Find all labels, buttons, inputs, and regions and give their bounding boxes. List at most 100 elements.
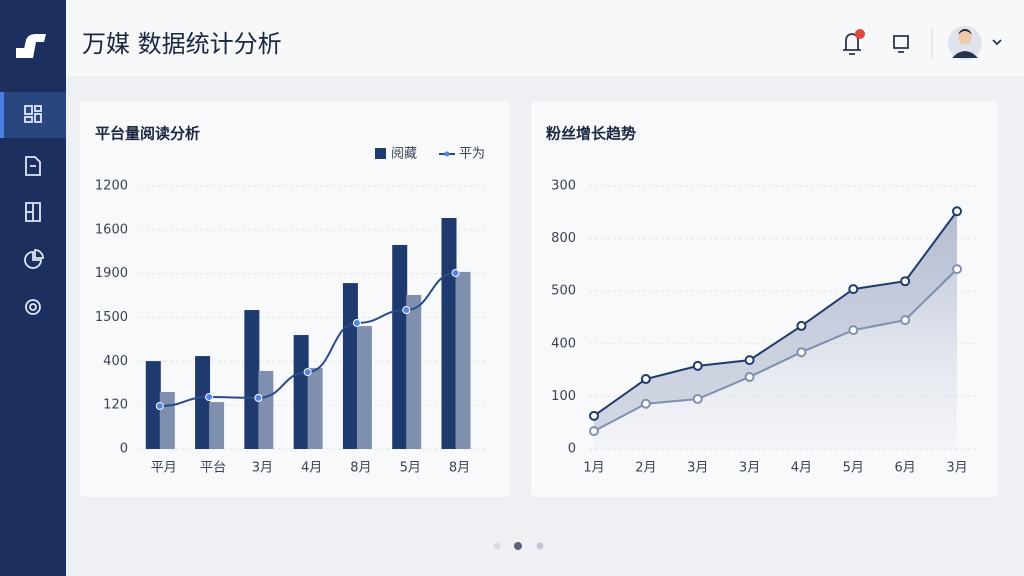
x-tick-label: 平台 [200,461,226,476]
bar [392,244,408,449]
x-tick-label: 3月 [946,461,967,476]
message-icon[interactable] [893,35,909,53]
line-point [744,371,755,382]
bar [258,370,274,449]
x-tick-label: 3月 [739,461,760,476]
y-tick-label: 800 [551,231,576,246]
nav-icons [24,105,44,315]
bar [356,326,372,449]
notification-icon[interactable] [843,33,861,55]
line-point [952,264,962,275]
header-bar [0,0,1024,76]
chart-title: 平台量阅读分析 [95,125,200,143]
line-point [900,276,911,287]
bar [441,217,457,449]
line-point [303,368,312,377]
nav-document[interactable] [25,156,41,176]
y-tick-label: 100 [551,389,576,404]
bar [209,402,225,449]
sidebar [0,0,66,576]
x-tick-label: 8月 [350,461,371,476]
avatar-hair [958,29,972,35]
x-tick-label: 2月 [635,461,656,476]
line-point [451,269,460,278]
line-point [744,355,755,366]
y-tick-label: 120 [103,398,128,413]
line [593,210,958,417]
legend-label: 阅藏 [391,147,417,162]
y-tick-label: 1200 [95,179,128,194]
y-tick-label: 0 [120,442,128,457]
nav-dashboard[interactable] [24,105,33,115]
y-tick-label: 400 [551,336,576,351]
nav-dashboard-b [34,105,42,112]
line-point [589,410,599,421]
logo [22,34,46,58]
x-tick-label: 6月 [895,461,916,476]
app-title: 万媒 数据统计分析 [82,30,282,58]
area-band [594,211,957,432]
nav-chart[interactable] [24,249,44,269]
chart-title: 粉丝增长趋势 [546,125,636,143]
legend-label: 平为 [459,147,485,162]
nav-report[interactable] [25,202,41,222]
x-tick-label: 5月 [400,461,421,476]
y-tick-label: 1500 [95,310,128,325]
legend-swatch [375,148,386,159]
bar [293,335,309,449]
bar [307,367,323,449]
line-point [952,206,962,217]
line-point [352,318,361,327]
logo-part [16,48,24,58]
nav-dashboard-d [34,113,42,123]
line-point [796,320,807,331]
x-tick-label: 5月 [843,461,864,476]
line-point [155,402,164,411]
line-point [848,284,859,295]
line-point [640,398,651,409]
profile-dropdown[interactable] [992,39,1002,46]
y-tick-label: 1600 [95,222,128,237]
y-tick-label: 500 [551,284,576,299]
x-tick-label: 4月 [301,461,322,476]
page-dot[interactable] [536,542,544,550]
y-tick-label: 300 [551,179,576,194]
bar [195,356,211,449]
bar [159,392,175,449]
line-point [205,393,214,402]
x-tick-label: 3月 [252,461,273,476]
x-tick-label: 3月 [687,461,708,476]
y-tick-label: 400 [103,354,128,369]
bar [455,271,471,449]
x-tick-label: 4月 [791,461,812,476]
line-point [402,306,411,315]
line-point [848,325,859,336]
line-point [589,426,599,437]
y-tick-label: 0 [568,442,576,457]
header-icons [843,33,1002,55]
bar [406,294,422,449]
nav-settings[interactable] [25,299,41,315]
legend-dot [444,151,450,157]
line-point [692,360,703,371]
bar [342,283,358,449]
nav-active[interactable] [0,92,66,138]
line-point [692,394,703,405]
nav-indicator [0,92,4,138]
nav-settings-core [29,303,37,311]
line-point [254,393,263,402]
nav-dashboard-c [24,116,33,123]
line-point [796,347,807,358]
page-dot-active[interactable] [514,542,522,550]
avatar-body [952,51,978,58]
avatar-face [958,31,972,45]
page-dot[interactable] [493,542,501,550]
line-point [640,374,651,385]
line-point [900,315,911,326]
x-tick-label: 8月 [449,461,470,476]
line [593,268,958,433]
y-tick-label: 1900 [95,266,128,281]
notification-badge [855,29,865,39]
x-tick-label: 平月 [151,461,177,476]
